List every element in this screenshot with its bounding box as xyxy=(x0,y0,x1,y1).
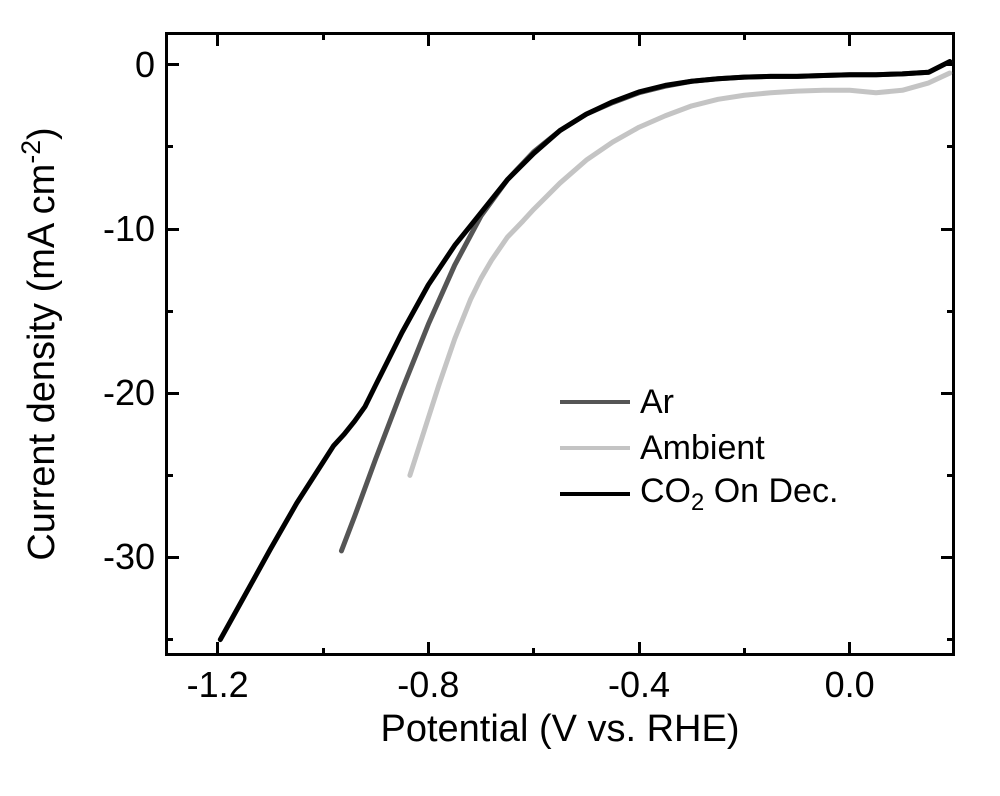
x-tick-major xyxy=(848,642,851,656)
x-tick-label: -1.2 xyxy=(187,664,249,706)
y-tick-major xyxy=(941,63,955,66)
legend-swatch xyxy=(560,400,630,404)
x-tick-minor xyxy=(322,648,325,656)
legend-label: CO2 On Dec. xyxy=(640,472,838,517)
y-tick-minor xyxy=(947,310,955,313)
x-tick-major xyxy=(848,32,851,46)
x-tick-major xyxy=(638,642,641,656)
x-tick-label: 0.0 xyxy=(825,664,875,706)
y-tick-label: 0 xyxy=(135,44,155,86)
x-tick-label: -0.8 xyxy=(397,664,459,706)
y-axis-label: Current density (mA cm-2) xyxy=(16,127,64,560)
y-tick-minor xyxy=(947,145,955,148)
y-tick-minor xyxy=(165,638,173,641)
series-co2-on-dec- xyxy=(220,62,949,640)
y-tick-major xyxy=(941,556,955,559)
x-tick-major xyxy=(638,32,641,46)
y-tick-label: -10 xyxy=(103,208,155,250)
x-tick-minor xyxy=(322,32,325,40)
legend-label: Ambient xyxy=(640,429,765,468)
x-tick-major xyxy=(427,32,430,46)
legend-label: Ar xyxy=(640,383,674,422)
x-tick-minor xyxy=(743,648,746,656)
x-tick-minor xyxy=(532,648,535,656)
legend-swatch xyxy=(560,446,630,450)
y-tick-major xyxy=(165,228,179,231)
y-tick-major xyxy=(941,228,955,231)
y-tick-major xyxy=(165,63,179,66)
y-tick-label: -30 xyxy=(103,536,155,578)
y-tick-minor xyxy=(165,474,173,477)
x-tick-label: -0.4 xyxy=(608,664,670,706)
x-tick-major xyxy=(216,642,219,656)
chart-legend: Ar Ambient CO2 On Dec. xyxy=(560,380,838,518)
legend-row: CO2 On Dec. xyxy=(560,472,838,516)
x-tick-minor xyxy=(532,32,535,40)
legend-swatch xyxy=(560,492,630,496)
y-tick-major xyxy=(165,392,179,395)
y-tick-major xyxy=(941,392,955,395)
y-tick-minor xyxy=(947,638,955,641)
x-tick-major xyxy=(216,32,219,46)
y-tick-major xyxy=(165,556,179,559)
legend-row: Ambient xyxy=(560,426,838,470)
y-tick-label: -20 xyxy=(103,372,155,414)
y-tick-minor xyxy=(165,145,173,148)
legend-row: Ar xyxy=(560,380,838,424)
y-tick-minor xyxy=(165,310,173,313)
y-tick-minor xyxy=(947,474,955,477)
x-axis-label: Potential (V vs. RHE) xyxy=(381,708,740,751)
x-tick-minor xyxy=(743,32,746,40)
x-tick-major xyxy=(427,642,430,656)
